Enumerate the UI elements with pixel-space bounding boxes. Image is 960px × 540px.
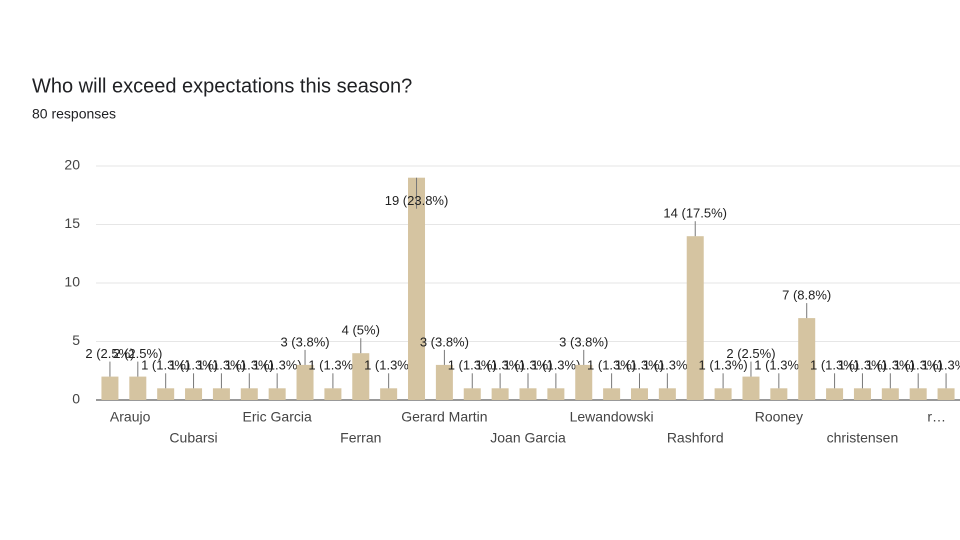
bar — [463, 388, 481, 400]
bar — [491, 388, 509, 400]
value-label: 1 (1.3%) — [253, 358, 302, 373]
value-label: 1 (1.3%) — [308, 358, 357, 373]
value-label: 1 (1.3%) — [141, 358, 190, 373]
value-label: 1 (1.3%) — [503, 358, 552, 373]
y-tick-label: 15 — [64, 215, 80, 231]
bar — [630, 388, 648, 400]
bar — [770, 388, 788, 400]
bar — [240, 388, 258, 400]
x-tick-label: Joan Garcia — [490, 430, 566, 446]
response-count: 80 responses — [32, 106, 116, 122]
bar — [742, 376, 760, 400]
bar — [937, 388, 955, 400]
bar — [658, 388, 676, 400]
bar — [519, 388, 537, 400]
x-tick-label: Gerard Martin — [401, 409, 487, 425]
value-label: 3 (3.8%) — [280, 334, 329, 349]
bar — [380, 388, 398, 400]
value-label: 1 (1.3%) — [699, 358, 748, 373]
value-label: 1 (1.3%) — [921, 358, 960, 373]
bar — [101, 376, 119, 400]
x-tick-label: Lewandowski — [570, 409, 654, 425]
value-label: 1 (1.3%) — [225, 358, 274, 373]
chart-title: Who will exceed expectations this season… — [32, 75, 412, 97]
bar — [352, 353, 370, 400]
value-label: 2 (2.5%) — [726, 346, 775, 361]
bar — [798, 318, 816, 400]
bar — [881, 388, 899, 400]
x-tick-label: Araujo — [110, 409, 151, 425]
value-label: 4 (5%) — [342, 323, 380, 338]
y-tick-label: 5 — [72, 332, 80, 348]
bar — [853, 388, 871, 400]
value-label: 1 (1.3%) — [531, 358, 580, 373]
x-tick-label: Rooney — [755, 409, 803, 425]
bar — [826, 388, 844, 400]
value-label: 1 (1.3%) — [587, 358, 636, 373]
x-tick-label: Ferran — [340, 430, 381, 446]
bar — [435, 364, 453, 400]
bar — [296, 364, 314, 400]
bar — [212, 388, 230, 400]
y-tick-label: 20 — [64, 157, 80, 173]
bar — [157, 388, 175, 400]
value-label: 1 (1.3%) — [197, 358, 246, 373]
value-label: 14 (17.5%) — [663, 206, 727, 221]
value-label: 1 (1.3%) — [476, 358, 525, 373]
x-tick-label: Cubarsi — [169, 430, 217, 446]
value-label: 1 (1.3%) — [810, 358, 859, 373]
bar — [714, 388, 732, 400]
y-tick-label: 10 — [64, 274, 80, 290]
value-label: 3 (3.8%) — [420, 334, 469, 349]
bar — [185, 388, 203, 400]
y-tick-label: 0 — [72, 391, 80, 407]
value-label: 1 (1.3%) — [866, 358, 915, 373]
bar — [909, 388, 927, 400]
value-label: 1 (1.3%) — [894, 358, 943, 373]
bar — [575, 364, 593, 400]
value-label: 1 (1.3%) — [364, 358, 413, 373]
value-label: 1 (1.3%) — [838, 358, 887, 373]
value-label: 2 (2.5%) — [85, 346, 134, 361]
bar — [268, 388, 286, 400]
value-label: 1 (1.3%) — [754, 358, 803, 373]
bar — [408, 177, 426, 400]
value-label: 1 (1.3%) — [615, 358, 664, 373]
value-label: 7 (8.8%) — [782, 288, 831, 303]
value-label: 19 (23.8%) — [385, 193, 449, 208]
value-label: 2 (2.5%) — [113, 346, 162, 361]
bar — [686, 236, 704, 400]
bar — [603, 388, 621, 400]
x-tick-label: Eric Garcia — [243, 409, 312, 425]
x-tick-label: Rashford — [667, 430, 724, 446]
x-tick-label: christensen — [827, 430, 899, 446]
bar — [547, 388, 565, 400]
value-label: 1 (1.3%) — [169, 358, 218, 373]
x-tick-label: r… — [927, 409, 946, 425]
bar — [129, 376, 147, 400]
bar — [324, 388, 342, 400]
value-label: 1 (1.3%) — [643, 358, 692, 373]
value-label: 3 (3.8%) — [559, 334, 608, 349]
value-label: 1 (1.3%) — [448, 358, 497, 373]
